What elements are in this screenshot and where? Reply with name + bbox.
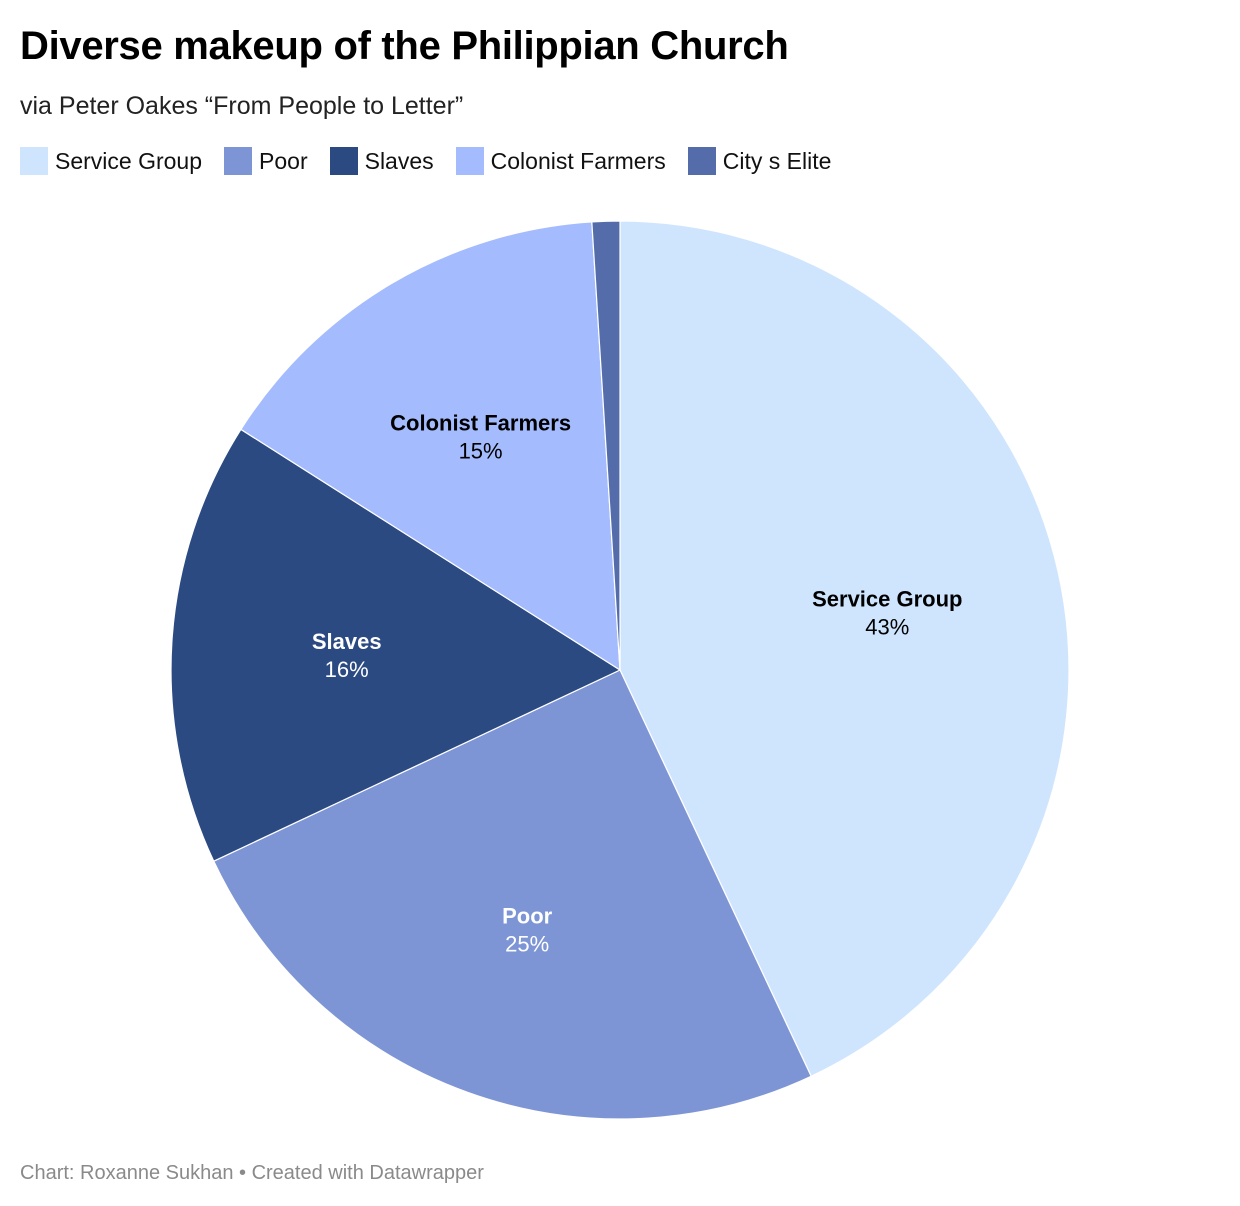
legend-label: Colonist Farmers — [490, 148, 666, 174]
legend-swatch — [20, 147, 48, 175]
legend-label: Slaves — [364, 148, 434, 174]
legend-swatch — [455, 147, 484, 175]
legend-item-colonist-farmers: Colonist Farmers — [455, 146, 666, 176]
legend-swatch — [687, 147, 716, 175]
slice-value-colonist-farmers: 15% — [459, 438, 503, 463]
slice-label-slaves: Slaves — [312, 629, 382, 654]
legend-swatch — [329, 147, 358, 175]
chart-subtitle: via Peter Oakes “From People to Letter” — [20, 92, 464, 120]
legend-item-slaves: Slaves — [329, 146, 434, 176]
legend-item-city-s-elite: City s Elite — [687, 146, 832, 176]
legend-swatch — [224, 147, 253, 175]
chart-credit: Chart: Roxanne Sukhan • Created with Dat… — [20, 1162, 484, 1184]
slice-label-poor: Poor — [502, 904, 553, 929]
pie-slice-colonist-farmers — [240, 221, 621, 672]
pie-slice-poor — [212, 669, 812, 1120]
slice-label-service-group: Service Group — [812, 586, 962, 611]
pie-slice-city-s-elite — [591, 220, 621, 671]
chart-header: Diverse makeup of the Philippian Church … — [20, 22, 1220, 122]
slice-value-poor: 25% — [505, 932, 549, 957]
pie-slice-slaves — [170, 428, 622, 862]
chart-legend: Service Group Poor Slaves Colonist Farmers C… — [20, 146, 853, 176]
legend-item-poor: Poor — [224, 146, 308, 176]
legend-label: Poor — [259, 148, 308, 174]
legend-item-service-group: Service Group — [20, 146, 202, 176]
slice-value-service-group: 43% — [865, 614, 909, 639]
legend-label: City s Elite — [722, 148, 832, 174]
slice-value-slaves: 16% — [325, 657, 369, 682]
slice-label-colonist-farmers: Colonist Farmers — [390, 410, 571, 435]
legend-label: Service Group — [55, 148, 203, 174]
chart-title: Diverse makeup of the Philippian Church — [20, 24, 789, 68]
pie-slice-service-group — [619, 220, 1070, 1078]
